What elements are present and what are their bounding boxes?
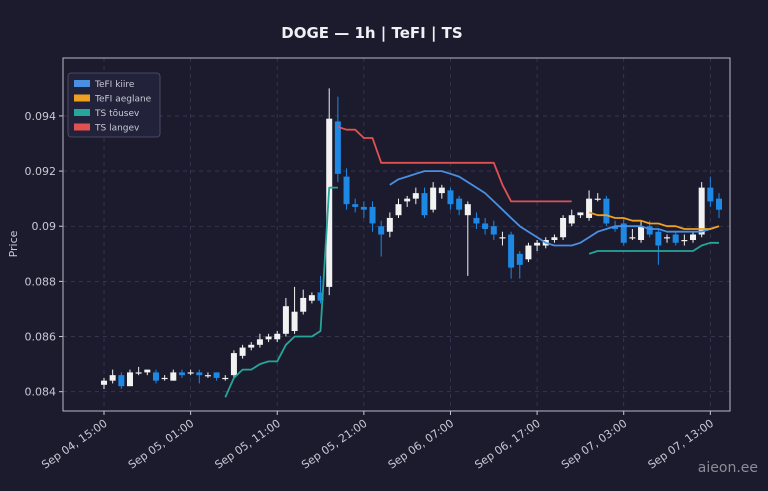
y-tick-label: 0.086	[25, 331, 57, 344]
candle-body	[638, 226, 645, 241]
legend-box	[67, 72, 161, 138]
candle-body	[603, 198, 610, 224]
candle-body	[421, 193, 428, 216]
candle-body	[326, 118, 333, 287]
legend: TeFI kiire TeFI aeglane TS tõusev TS langev	[67, 72, 161, 138]
candle-body	[655, 231, 662, 246]
candle-body	[222, 377, 229, 380]
candle-body	[239, 347, 246, 356]
candle-body	[317, 292, 324, 301]
candle-body	[161, 377, 168, 380]
candle-body	[109, 375, 116, 381]
candle-body	[170, 372, 177, 381]
candle-body	[456, 198, 463, 210]
legend-swatch	[74, 80, 90, 87]
candle-body	[707, 187, 714, 202]
candle-body	[404, 198, 411, 202]
y-axis-label: Price	[7, 230, 20, 257]
candle-body	[560, 217, 567, 238]
legend-label: TS langev	[94, 124, 140, 134]
candle-body	[248, 344, 255, 348]
candle-body	[629, 237, 636, 239]
legend-swatch	[74, 109, 90, 116]
candle-body	[282, 306, 289, 334]
candle-body	[473, 217, 480, 224]
candle-body	[698, 187, 705, 235]
indicator-line	[224, 186, 719, 398]
candle-body	[525, 245, 532, 260]
candle-body	[672, 234, 679, 243]
legend-swatch	[74, 94, 90, 102]
candle-body	[274, 333, 281, 340]
candle-body	[534, 242, 541, 246]
candle-body	[187, 372, 194, 374]
candle-body	[716, 198, 722, 210]
candle-body	[681, 240, 688, 242]
y-tick-label: 0.092	[25, 165, 57, 178]
legend-label: TeFI kiire	[94, 80, 135, 90]
indicator-line	[588, 211, 720, 230]
candle-body	[430, 187, 437, 210]
candle-body	[516, 253, 523, 265]
indicator-line	[389, 170, 720, 247]
candle-body	[118, 375, 125, 387]
candle-body	[438, 187, 445, 194]
candle-body	[126, 372, 133, 387]
candle-body	[551, 237, 558, 241]
legend-swatch	[74, 123, 90, 131]
candle-body	[612, 226, 619, 229]
candle-body	[395, 204, 402, 216]
candle-body	[308, 295, 315, 301]
candle-body	[360, 206, 367, 210]
candle-body	[378, 226, 385, 235]
candle-body	[568, 215, 575, 224]
candle-body	[464, 204, 471, 216]
legend-label: TeFI aeglane	[94, 95, 152, 105]
legend-label: TS tõusev	[94, 109, 140, 119]
candle-body	[386, 217, 393, 232]
y-tick-label: 0.088	[25, 275, 57, 288]
candle-body	[594, 198, 601, 200]
candle-body	[620, 223, 627, 243]
candle-body	[135, 372, 142, 374]
candle-body	[499, 237, 506, 239]
candle-body	[343, 176, 350, 205]
candle-body	[101, 380, 107, 385]
candle-body	[508, 234, 515, 268]
y-tick-label: 0.09	[32, 220, 57, 233]
candle-body	[300, 297, 307, 312]
candle-body	[256, 339, 263, 345]
plot-frame	[62, 57, 731, 412]
candle-body	[482, 223, 489, 229]
candle-body	[664, 237, 671, 239]
candle-body	[369, 206, 376, 224]
candle-body	[144, 369, 151, 373]
candle-body	[291, 311, 298, 332]
candle-body	[412, 193, 419, 199]
candle-body	[204, 375, 211, 377]
candle-body	[352, 204, 359, 207]
candle-body	[586, 198, 593, 218]
candle-body	[213, 372, 220, 378]
candle-body	[490, 226, 497, 235]
y-tick-label: 0.094	[25, 110, 57, 123]
candle-body	[265, 336, 272, 340]
candle-body	[230, 353, 237, 376]
candle-body	[196, 372, 203, 376]
candle-body	[334, 121, 341, 174]
candle-body	[152, 372, 159, 381]
indicator-line	[337, 126, 572, 203]
watermark: aieon.ee	[698, 460, 758, 476]
candle-body	[690, 234, 697, 241]
candle-body	[646, 226, 653, 235]
chart-title: DOGE — 1h | TeFI | TS	[281, 24, 462, 43]
candle-body	[577, 212, 584, 216]
candle-body	[178, 372, 185, 376]
candle-body	[447, 190, 454, 205]
y-tick-label: 0.084	[25, 386, 57, 399]
